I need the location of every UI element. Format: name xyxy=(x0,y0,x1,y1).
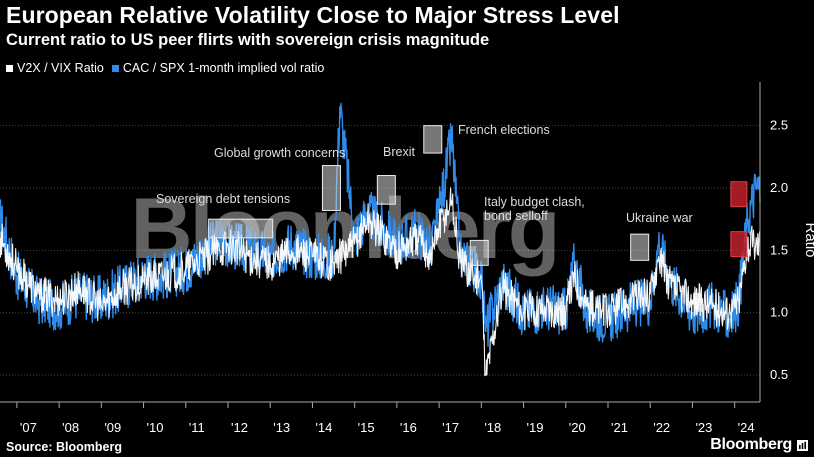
x-tick-label: '21 xyxy=(611,420,628,435)
x-tick-label: '17 xyxy=(442,420,459,435)
annotation-label: Ukraine war xyxy=(626,211,693,225)
x-tick-label: '08 xyxy=(62,420,79,435)
y-tick-label: 1.0 xyxy=(770,305,788,320)
chart-legend: V2X / VIX Ratio CAC / SPX 1-month implie… xyxy=(6,61,324,75)
annotation-label: Global growth concerns xyxy=(214,146,345,160)
x-tick-label: '24 xyxy=(738,420,755,435)
x-tick-label: '13 xyxy=(273,420,290,435)
axis-layer: 0.5 1.0 1.5 2.0 2.5 '07 '08 '09 '10 '11 '12 '13 '14 '… xyxy=(0,82,814,435)
x-tick-label: '22 xyxy=(653,420,670,435)
event-highlight-box xyxy=(321,165,341,211)
source-note: Source: Bloomberg xyxy=(6,440,122,454)
series-line-v2x-vix xyxy=(0,187,761,377)
annotation-label: Brexit xyxy=(383,145,415,159)
x-tick-label: '19 xyxy=(527,420,544,435)
x-tick-label: '07 xyxy=(20,420,37,435)
x-tick-label: '15 xyxy=(358,420,375,435)
brand-logo: Bloomberg xyxy=(710,436,792,453)
x-tick-label: '23 xyxy=(695,420,712,435)
annotation-label: French elections xyxy=(458,123,550,137)
x-tick-label: '12 xyxy=(231,420,248,435)
x-tick-label: '14 xyxy=(315,420,332,435)
chart-grid-icon xyxy=(797,440,808,451)
legend-swatch-v2x xyxy=(6,64,13,72)
legend-label-v2x: V2X / VIX Ratio xyxy=(17,61,104,75)
event-highlight-box xyxy=(423,125,443,154)
annotation-label: Italy budget clash, bond selloff xyxy=(484,195,585,223)
current-level-box xyxy=(730,231,748,258)
event-highlight-box xyxy=(469,239,489,266)
annotation-label: Sovereign debt tensions xyxy=(156,192,290,206)
legend-label-cac: CAC / SPX 1-month implied vol ratio xyxy=(122,61,325,75)
event-highlight-box xyxy=(630,233,650,261)
x-tick-label: '10 xyxy=(147,420,164,435)
x-tick-label: '18 xyxy=(484,420,501,435)
y-tick-label: 2.0 xyxy=(770,180,788,195)
legend-item-v2x: V2X / VIX Ratio xyxy=(6,61,104,75)
y-tick-label: 2.5 xyxy=(770,118,788,133)
legend-swatch-cac xyxy=(111,64,119,72)
chart-subtitle: Current ratio to US peer flirts with sov… xyxy=(6,31,490,49)
y-tick-label: 0.5 xyxy=(770,367,788,382)
chart-title: European Relative Volatility Close to Ma… xyxy=(6,2,620,28)
y-tick-label: 1.5 xyxy=(770,242,788,257)
event-highlight-box xyxy=(208,218,274,239)
event-highlight-box xyxy=(376,175,396,205)
legend-item-cac: CAC / SPX 1-month implied vol ratio xyxy=(111,61,325,75)
series-layer xyxy=(0,102,761,377)
x-tick-label: '16 xyxy=(400,420,417,435)
y-axis-title: Ratio xyxy=(802,222,814,257)
annotation-layer: Sovereign debt tensions Global growth con… xyxy=(156,123,748,266)
x-tick-label: '09 xyxy=(104,420,121,435)
current-level-box xyxy=(730,181,748,208)
x-tick-label: '20 xyxy=(569,420,586,435)
x-tick-label: '11 xyxy=(189,420,205,435)
